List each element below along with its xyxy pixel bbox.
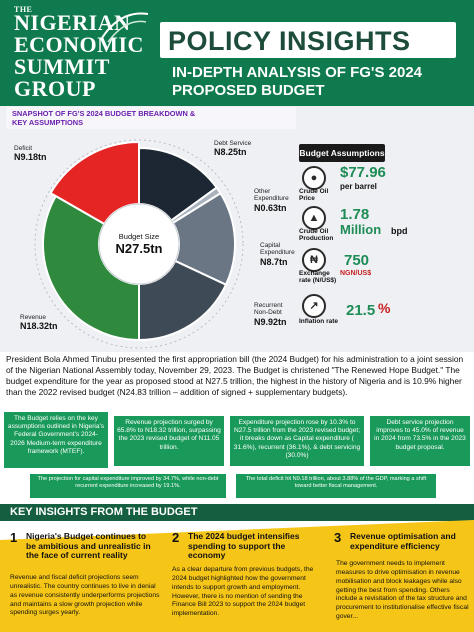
insights-title-bar: KEY INSIGHTS FROM THE BUDGET xyxy=(0,504,474,521)
snapshot-title-box: SNAPSHOT OF FG'S 2024 BUDGET BREAKDOWN &… xyxy=(6,107,296,129)
logo-line-4: GROUP xyxy=(14,76,96,101)
highlight-box-revenue: Revenue projection surged by 65.8% to N1… xyxy=(114,416,224,466)
page-title: POLICY INSIGHTS xyxy=(168,26,411,56)
snapshot-title: SNAPSHOT OF FG'S 2024 BUDGET BREAKDOWN &… xyxy=(12,109,196,127)
oil-rig-icon: ▲ xyxy=(302,206,326,230)
assumption-label-inflation: Inflation rate xyxy=(299,318,339,325)
assumption-unit-oil-production: bpd xyxy=(391,226,408,236)
pie-label-revenue: Revenue N18.32tn xyxy=(20,314,58,332)
assumption-value-exchange-rate: 750 xyxy=(344,252,370,269)
logo-line-1: NIGERIAN xyxy=(14,10,131,35)
oil-barrel-icon: ● xyxy=(302,166,326,190)
assumption-value-oil-production-million: Million xyxy=(340,222,382,237)
assumptions-title: Budget Assumptions xyxy=(299,144,385,162)
insight-body-3: The government needs to implement measur… xyxy=(336,560,469,621)
pie-outer-ring xyxy=(34,139,244,349)
pie-center: Budget Size N27.5tn xyxy=(104,232,174,256)
assumption-label-oil-price: Crude Oil Price xyxy=(299,188,329,203)
intro-paragraph: President Bola Ahmed Tinubu presented th… xyxy=(6,354,464,398)
subtitle-line-1: IN-DEPTH ANALYSIS OF FG'S 2024 xyxy=(172,64,423,81)
pie-label-other-expenditure: Other Expenditure N0.63tn xyxy=(254,188,289,213)
insight-number-3: 3 xyxy=(334,530,342,545)
insight-body-2: As a clear departure from previous budge… xyxy=(172,566,314,618)
highlight-strip-deficit: The total deficit hit N9.18 trillion, ab… xyxy=(236,474,436,498)
pie-label-capital-expenditure: Capital Expenditure N8.7tn xyxy=(260,242,295,267)
assumption-unit-oil-price: per barrel xyxy=(340,182,377,191)
insight-body-1: Revenue and fiscal deficit projections s… xyxy=(10,574,160,617)
assumption-unit-exchange-rate: NGN/US$ xyxy=(340,270,372,277)
budget-pie-chart xyxy=(34,139,244,349)
insights-background-shape xyxy=(0,520,474,632)
pie-label-debt-service: Debt Service N8.25tn xyxy=(214,140,252,158)
highlight-box-debt-service: Debt service projection improves to 45.0… xyxy=(370,416,470,466)
insight-heading-1: Nigeria's Budget continues to be ambitio… xyxy=(26,531,151,561)
assumption-value-oil-production: 1.78 xyxy=(340,206,370,223)
inflation-chart-icon: ↗ xyxy=(302,294,326,318)
logo-line-3: SUMMIT xyxy=(14,54,110,79)
highlight-box-mtef: The Budget relies on the key assumptions… xyxy=(4,412,108,468)
subtitle-line-2: PROPOSED BUDGET xyxy=(172,82,325,99)
insights-title: KEY INSIGHTS FROM THE BUDGET xyxy=(10,506,198,518)
pie-label-deficit: Deficit N9.18tn xyxy=(14,145,47,163)
insight-number-2: 2 xyxy=(172,530,180,545)
assumption-label-exchange-rate: Exchange rate (N/US$) xyxy=(299,270,337,285)
assumption-value-inflation: 21.5 xyxy=(346,302,376,319)
logo-the-text: THE xyxy=(14,5,33,14)
title-box: POLICY INSIGHTS xyxy=(160,22,456,58)
assumption-unit-inflation: % xyxy=(378,300,391,316)
assumption-label-oil-production: Crude Oil Production xyxy=(299,228,334,243)
pie-center-hole xyxy=(98,203,180,285)
pie-label-recurrent-non-debt: Recurrent Non-Debt N9.92tn xyxy=(254,302,287,327)
highlight-strip-capital: The projection for capital expenditure i… xyxy=(30,474,226,498)
insight-number-1: 1 xyxy=(10,530,18,545)
insight-heading-2: The 2024 budget intensifies spending to … xyxy=(188,531,300,561)
logo-swoosh-icon xyxy=(101,12,149,43)
currency-exchange-icon: ₦ xyxy=(302,248,326,272)
insight-heading-3: Revenue optimisation and expenditure eff… xyxy=(350,531,456,551)
pie-center-label: Budget Size xyxy=(118,232,160,241)
pie-center-value: N27.5tn xyxy=(115,241,163,256)
highlight-box-expenditure: Expenditure projection rose by 10.3% to … xyxy=(230,416,364,466)
assumption-value-oil-price: $77.96 xyxy=(340,164,386,181)
